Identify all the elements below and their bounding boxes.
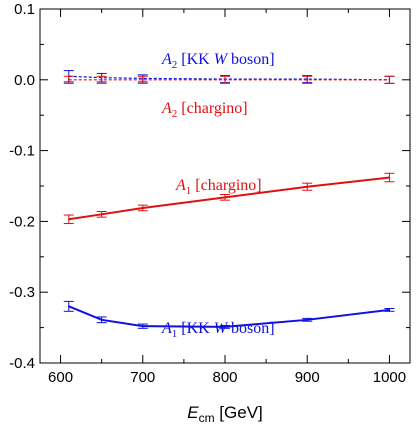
series-1	[63, 75, 395, 84]
data-point	[67, 79, 70, 81]
error-bar	[63, 214, 74, 225]
data-point	[141, 79, 144, 81]
data-point	[306, 185, 309, 188]
series-0	[63, 70, 395, 84]
data-point	[388, 79, 391, 81]
axis-ticks	[40, 8, 410, 364]
data-point	[100, 79, 103, 81]
error-bar	[302, 182, 313, 191]
error-bar	[384, 307, 395, 312]
label-text: [chargino]	[191, 177, 261, 194]
error-bar	[96, 210, 107, 218]
error-bar	[137, 75, 148, 84]
error-bar	[137, 323, 148, 329]
error-bar	[302, 317, 313, 322]
error-bar	[384, 172, 395, 183]
label-tail: boson]	[227, 51, 275, 68]
series-label-0: A2 [KK W boson]	[161, 51, 275, 71]
label-text: [KK	[177, 320, 213, 337]
series-label-1: A2 [chargino]	[161, 100, 248, 120]
label-italic: W	[214, 320, 229, 337]
data-point	[306, 319, 309, 321]
x-tick-label: 700	[130, 369, 155, 386]
error-bar	[220, 324, 230, 329]
xlabel-unit: [GeV]	[215, 403, 263, 422]
data-point	[141, 207, 144, 209]
series-3	[63, 300, 395, 329]
data-point	[141, 325, 144, 327]
label-text: [chargino]	[177, 100, 247, 117]
x-tick-label: 1000	[373, 369, 406, 386]
y-tick-label: 0.1	[14, 1, 35, 18]
error-bar	[63, 300, 74, 312]
label-symbol: A	[175, 177, 186, 194]
series-labels: A2 [KK W boson]A2 [chargino]A1 [chargino…	[161, 51, 275, 340]
series-line	[68, 176, 390, 221]
xlabel-symbol: E	[187, 403, 199, 422]
data-point	[100, 319, 103, 321]
series-2	[63, 172, 395, 225]
label-subscript: 2	[172, 59, 178, 71]
y-tick-label: -0.1	[9, 143, 35, 160]
error-bar	[302, 75, 313, 84]
series-label-3: A1 [KK W boson]	[161, 320, 275, 340]
data-point	[224, 79, 226, 81]
label-symbol: A	[161, 51, 172, 68]
x-axis-label: Ecm [GeV]	[187, 403, 263, 425]
data-point	[67, 218, 70, 221]
y-tick-label: -0.2	[9, 213, 35, 230]
data-point	[388, 176, 391, 179]
label-subscript: 1	[186, 185, 192, 197]
error-bar	[96, 75, 107, 84]
x-tick-label: 600	[48, 369, 73, 386]
label-symbol: A	[161, 320, 172, 337]
error-bar	[220, 193, 230, 201]
xlabel-subscript: cm	[199, 411, 215, 425]
label-subscript: 2	[172, 108, 178, 120]
data-point	[100, 213, 103, 216]
data-point	[67, 305, 70, 308]
error-bar	[220, 75, 230, 84]
data-point	[224, 326, 226, 328]
error-bar	[137, 204, 148, 212]
x-axis-label-text: Ecm [GeV]	[187, 403, 263, 425]
data-point	[306, 79, 309, 81]
series-line	[68, 305, 390, 328]
series-layer	[63, 70, 395, 329]
error-bar	[384, 75, 395, 84]
y-tick-label: -0.4	[9, 355, 35, 372]
axis-tick-labels: 600 700 800 900 1000 -0.4 -0.3 -0.2 -0.1 0.0 0.1	[9, 1, 406, 386]
x-tick-label: 800	[212, 369, 237, 386]
data-point	[224, 196, 226, 199]
label-tail: boson]	[227, 320, 275, 337]
label-text: [KK	[177, 51, 213, 68]
label-symbol: A	[161, 100, 172, 117]
y-tick-label: 0.0	[14, 72, 35, 89]
error-bar	[63, 75, 74, 84]
label-subscript: 1	[172, 328, 178, 340]
x-tick-label: 900	[295, 369, 320, 386]
y-tick-label: -0.3	[9, 284, 35, 301]
series-label-2: A1 [chargino]	[175, 177, 262, 197]
data-point	[388, 309, 391, 311]
label-italic: W	[214, 51, 229, 68]
error-bar	[96, 316, 107, 324]
